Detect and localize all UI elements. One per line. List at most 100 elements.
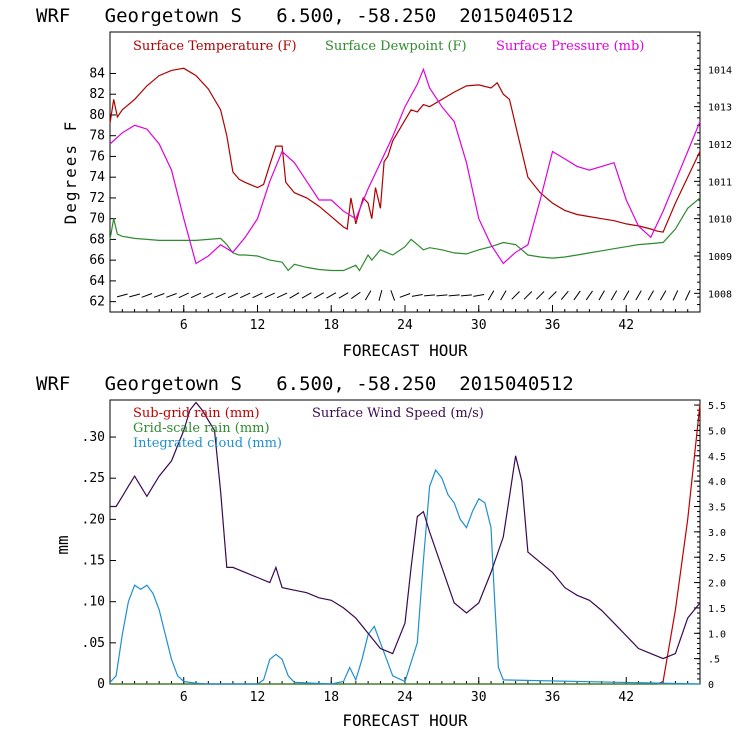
legend-integrated-cloud: Integrated cloud (mm) (133, 436, 282, 451)
y-tick-label: .25 (82, 471, 105, 486)
bottom-x-axis-label: FORECAST HOUR (342, 711, 468, 730)
wind-barb (338, 292, 349, 299)
wind-barb (473, 293, 485, 297)
y2-tick-label: 1.5 (708, 604, 726, 615)
x-tick-label: 36 (545, 690, 561, 705)
y2-tick-label: 1008 (708, 289, 732, 300)
top-series-group (109, 67, 701, 272)
x-tick-label: 24 (397, 318, 413, 333)
wind-barb (240, 292, 251, 299)
y-tick-label: 82 (89, 87, 105, 102)
y2-tick-label: 1.0 (708, 629, 726, 640)
y2-tick-label: 1011 (708, 177, 732, 188)
wind-barbs (116, 289, 691, 301)
top-right-y-axis: 1008 1009 1010 1011 1012 1013 1014 (694, 35, 732, 313)
x-tick-label: 42 (618, 318, 634, 333)
x-tick-label: 42 (618, 690, 634, 705)
wind-barb (252, 292, 263, 299)
wind-barb (178, 292, 189, 299)
y-tick-label: 0 (97, 677, 105, 692)
series-line-surface-pressure (109, 67, 701, 265)
y-tick-label: 66 (89, 253, 105, 268)
wind-barb (378, 289, 383, 301)
top-left-y-axis: 62 64 66 68 70 72 74 76 78 80 82 84 (89, 66, 116, 310)
wind-barb (659, 290, 667, 301)
y2-tick-label: 0 (708, 680, 714, 691)
y2-tick-label: 2.5 (708, 553, 726, 564)
x-tick-label: 30 (471, 690, 487, 705)
wind-barb (289, 292, 300, 299)
y-tick-label: .10 (82, 595, 105, 610)
y2-tick-label: 2.0 (708, 579, 726, 590)
wind-barb (399, 293, 411, 298)
bottom-y-axis-label: mm (53, 535, 72, 554)
wind-barb (215, 292, 226, 299)
y2-tick-label: 1013 (708, 103, 732, 114)
wind-barb (460, 294, 472, 297)
wind-barb (647, 290, 655, 301)
y2-tick-label: 3.5 (708, 503, 726, 514)
wind-barb (560, 290, 569, 300)
bottom-right-y-axis: 0 .5 1.0 1.5 2.0 2.5 3.0 3.5 4.0 4.5 5.0 5.5 (694, 399, 726, 691)
y-tick-label: 76 (89, 149, 105, 164)
wind-barb (511, 291, 520, 300)
bottom-left-y-axis: 0 .05 .10 .15 .20 .25 .30 (82, 430, 116, 692)
y-tick-label: 68 (89, 232, 105, 247)
y2-tick-label: 4.0 (708, 477, 726, 488)
temperature-pressure-panel: WRF Georgetown S 6.500, -58.250 20150405… (36, 5, 732, 360)
top-x-axis: 6 12 18 24 30 36 42 (121, 305, 689, 333)
x-tick-label: 6 (180, 690, 188, 705)
wind-barb (390, 290, 396, 301)
legend-gridscale-rain: Grid-scale rain (mm) (133, 421, 270, 436)
top-plot-frame (109, 31, 701, 313)
wind-barb (535, 291, 545, 300)
y-tick-label: .15 (82, 554, 105, 569)
y-tick-label: .30 (82, 430, 105, 445)
legend-surface-wind-speed: Surface Wind Speed (m/s) (312, 406, 484, 421)
top-x-axis-label: FORECAST HOUR (342, 341, 468, 360)
wind-barb (116, 293, 128, 298)
wind-barb (635, 290, 642, 301)
precipitation-panel: WRF Georgetown S 6.500, -58.250 20150405… (36, 373, 726, 730)
wind-barb (166, 293, 177, 298)
legend-subgrid-rain: Sub-grid rain (mm) (133, 406, 260, 421)
wind-barb (129, 293, 141, 298)
wind-barb (326, 292, 337, 299)
y-tick-label: 78 (89, 129, 105, 144)
y-tick-label: 72 (89, 191, 105, 206)
wind-barb (436, 294, 448, 297)
series-line-surface-wind-speed (110, 401, 701, 660)
wind-barb (623, 290, 630, 301)
y2-tick-label: 1012 (708, 140, 732, 151)
wind-barb (672, 290, 679, 301)
x-tick-label: 12 (250, 690, 266, 705)
y2-tick-label: 1009 (708, 252, 732, 263)
y-tick-label: .20 (82, 512, 105, 527)
y2-tick-label: 5.5 (708, 401, 726, 412)
series-line-integrated-cloud (109, 468, 701, 685)
wind-barb (548, 291, 557, 300)
y-tick-label: 80 (89, 108, 105, 123)
series-line-surface-temperature (109, 67, 701, 233)
wind-barb (684, 290, 691, 301)
x-tick-label: 12 (250, 318, 266, 333)
y-tick-label: 62 (89, 295, 105, 310)
y-tick-label: 74 (89, 170, 105, 185)
wind-barb (351, 291, 361, 299)
wind-barb (141, 293, 153, 298)
wind-barb (227, 292, 239, 299)
wind-barb (190, 292, 202, 299)
wind-barb (411, 293, 423, 297)
y-tick-label: 84 (89, 66, 105, 81)
wind-barb (610, 290, 618, 301)
x-tick-label: 18 (323, 690, 339, 705)
legend-surface-temperature: Surface Temperature (F) (133, 39, 297, 54)
x-tick-label: 18 (323, 318, 339, 333)
bottom-series-group (109, 401, 701, 685)
y2-tick-label: 1010 (708, 215, 732, 226)
legend-surface-dewpoint: Surface Dewpoint (F) (325, 39, 467, 54)
wind-barb (523, 291, 533, 300)
x-tick-label: 24 (397, 690, 413, 705)
y2-tick-label: 5.0 (708, 426, 726, 437)
